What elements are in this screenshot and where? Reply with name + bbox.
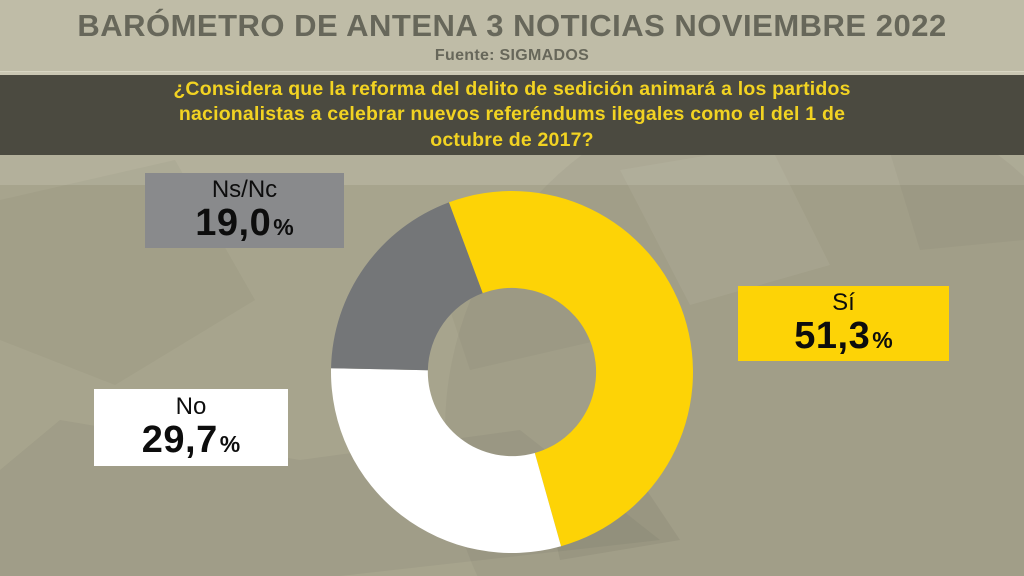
callout-value-nsnc: 19,0 % [195, 202, 294, 245]
donut-chart [331, 191, 693, 553]
question-line-3: octubre de 2017? [430, 128, 594, 151]
question-banner: ¿Considera que la reforma del delito de … [0, 75, 1024, 155]
source-credit: Fuente: SIGMADOS [434, 47, 590, 64]
percent-sign-nsnc: % [273, 214, 294, 241]
callout-label-no: No [175, 393, 207, 421]
callout-number-no: 29,7 [141, 419, 218, 462]
donut-segment-nsnc [331, 202, 483, 371]
callout-value-no: 29,7 % [141, 419, 241, 462]
callout-value-si: 51,3 % [794, 315, 893, 358]
donut-segment-no [331, 368, 562, 553]
callout-label-nsnc: Ns/Nc [211, 176, 278, 204]
header: BARÓMETRO DE ANTENA 3 NOTICIAS NOVIEMBRE… [0, 9, 1024, 65]
page-title: BARÓMETRO DE ANTENA 3 NOTICIAS NOVIEMBRE… [77, 8, 947, 43]
callout-label-si: Sí [832, 289, 855, 317]
donut-chart-svg [331, 191, 693, 553]
percent-sign-si: % [872, 327, 893, 354]
callout-number-nsnc: 19,0 [195, 202, 272, 245]
callout-box-nsnc: Ns/Nc 19,0 % [145, 173, 344, 248]
callout-number-si: 51,3 [794, 315, 871, 358]
callout-box-no: No 29,7 % [94, 389, 288, 466]
donut-segment-s [448, 191, 693, 547]
percent-sign-no: % [219, 431, 241, 458]
question-line-1: ¿Considera que la reforma del delito de … [173, 77, 851, 100]
callout-box-si: Sí 51,3 % [738, 286, 949, 361]
question-line-2: nacionalistas a celebrar nuevos referénd… [178, 103, 846, 126]
